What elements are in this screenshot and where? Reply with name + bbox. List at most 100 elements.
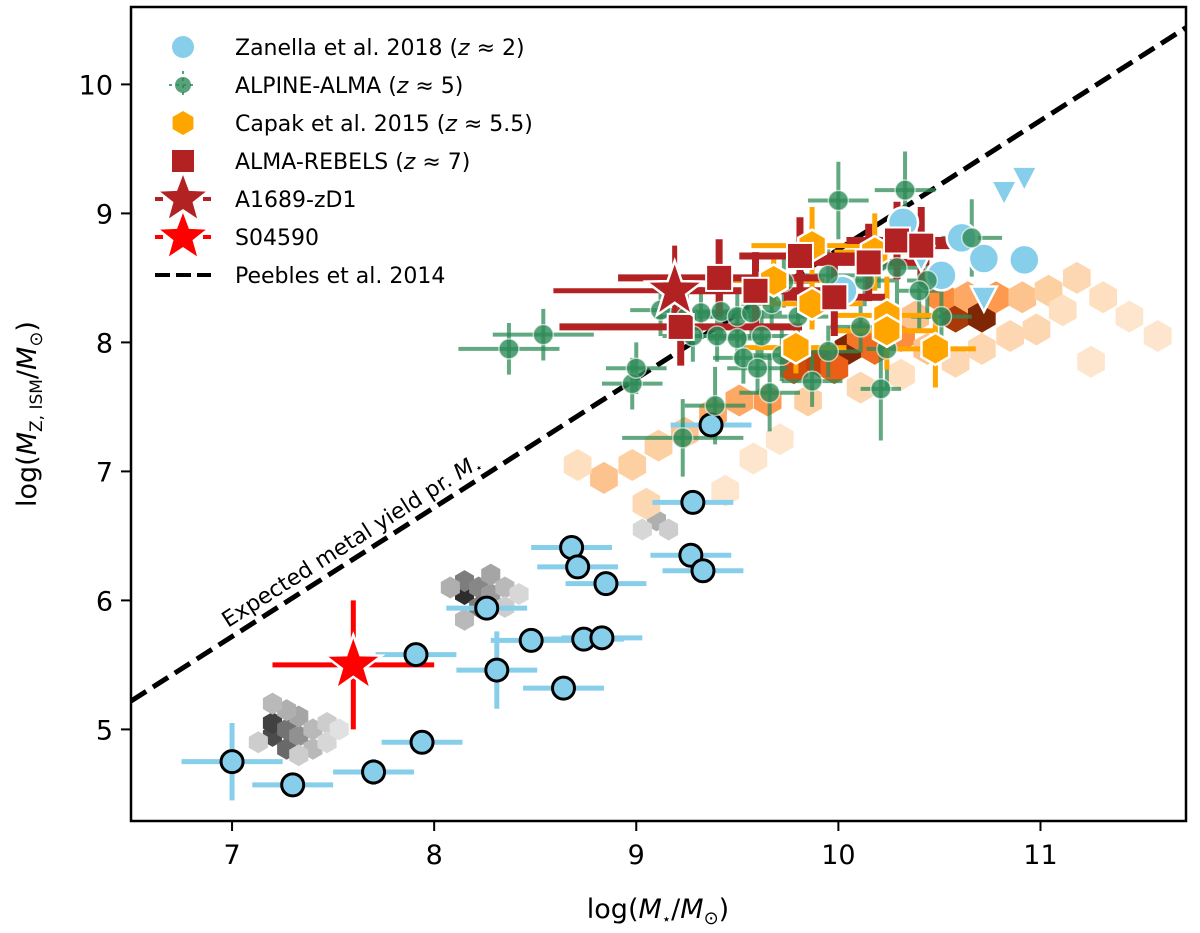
data-point-local-low-z-galaxies-black-edged: [280, 772, 306, 798]
data-point-alpine-alma-z-5: [817, 264, 840, 287]
data-point-local-low-z-galaxies-black-edged: [690, 558, 716, 584]
data-point-local-low-z-galaxies-black-edged: [409, 729, 435, 755]
hexbin-orange: [1115, 300, 1144, 333]
legend-label: A1689-zD1: [235, 188, 356, 213]
data-point-alpine-alma-z-5: [706, 325, 728, 347]
y-tick-label: 9: [96, 199, 113, 230]
hexbin-orange: [644, 429, 673, 462]
hexbin-grey: [317, 731, 337, 754]
hexbin-grey: [509, 583, 529, 605]
data-point-alpine-alma-z-5: [894, 179, 916, 201]
data-point-alpine-alma-z-5: [758, 381, 781, 404]
x-tick-label: 9: [628, 840, 645, 871]
legend-star-icon: [160, 213, 206, 257]
data-point-local-low-z-galaxies-black-edged: [403, 642, 429, 668]
hexbin-grey: [659, 518, 679, 541]
legend-entry: Peebles et al. 2014: [155, 264, 445, 289]
data-point-alma-rebels-z-7: [854, 248, 883, 277]
data-point-alma-rebels-z-7: [907, 231, 936, 260]
legend-star-icon: [160, 175, 206, 219]
data-point-capak-et-al-2015-z-5-5: [920, 331, 951, 367]
data-point-alma-rebels-z-7: [705, 263, 734, 292]
data-point-local-low-z-galaxies-black-edged: [219, 749, 245, 775]
hexbin-orange: [1063, 261, 1091, 294]
legend-entry: S04590: [155, 213, 319, 257]
data-point-local-low-z-galaxies-black-edged: [589, 625, 615, 651]
y-axis-label: log(MZ, ISM/M⊙): [12, 321, 47, 507]
upper-limit-zanella-et-al-2018-z-2: [968, 285, 999, 315]
x-axis-label: log(M⋆/M⊙): [587, 894, 729, 929]
hexbin-grey: [248, 731, 268, 754]
plot-frame: [129, 5, 1188, 823]
hexbin-orange: [1048, 294, 1077, 327]
data-point-alpine-alma-z-5: [726, 327, 749, 350]
hexbin-orange: [725, 384, 754, 417]
legend-square-icon: [172, 150, 194, 172]
data-point-s04590: [321, 631, 386, 693]
hexbin-orange: [632, 487, 661, 520]
legend-entry: ALMA-REBELS (z ≈ 7): [172, 150, 470, 175]
legend-circle-icon: [175, 77, 191, 93]
hexbin-grey: [440, 576, 460, 599]
data-point-capak-et-al-2015-z-5-5: [871, 313, 902, 349]
data-point-alpine-alma-z-5: [827, 189, 850, 212]
legend-label: ALPINE-ALMA (z ≈ 5): [235, 74, 463, 99]
data-point-alpine-alma-z-5: [625, 357, 648, 379]
hexbin-grey: [262, 692, 282, 715]
data-point-alma-rebels-z-7: [666, 312, 695, 341]
hexbin-orange: [739, 442, 768, 475]
data-point-local-low-z-galaxies-black-edged: [474, 595, 500, 621]
data-point-local-low-z-galaxies-black-edged: [680, 489, 706, 515]
legend-label: Capak et al. 2015 (z ≈ 5.5): [235, 112, 533, 137]
hexbin-orange: [618, 449, 647, 481]
data-point-alma-rebels-z-7: [882, 226, 911, 255]
legend-label: S04590: [235, 226, 319, 251]
y-tick-label: 6: [96, 586, 113, 617]
data-point-alpine-alma-z-5: [704, 394, 726, 417]
upper-limit-zanella-et-al-2018-z-2: [1009, 165, 1040, 195]
data-point-local-low-z-galaxies-black-edged: [565, 554, 591, 580]
hexbin-orange: [1008, 281, 1037, 314]
x-tick-label: 8: [426, 840, 443, 871]
data-point-alpine-alma-z-5: [849, 316, 872, 338]
hexbin-grey: [455, 608, 474, 631]
data-point-alpine-alma-z-5: [801, 370, 823, 392]
hexbin-orange: [887, 358, 915, 391]
data-point-alpine-alma-z-5: [746, 357, 769, 379]
hexbin-grey: [481, 563, 501, 586]
hexbin-grey: [632, 518, 652, 541]
data-point-alpine-alma-z-5: [672, 427, 694, 449]
legend: Zanella et al. 2018 (z ≈ 2) ALPINE-ALMA (…: [155, 36, 533, 289]
tick-layer: 7 8 9 10 11 5 6 7 8 9 10: [79, 70, 1058, 871]
y-tick-label: 7: [96, 457, 113, 488]
x-tick-label: 7: [223, 840, 240, 871]
data-point-alma-rebels-z-7: [785, 241, 814, 270]
hexbin-orange: [765, 423, 794, 456]
legend-label: Zanella et al. 2018 (z ≈ 2): [235, 36, 525, 61]
data-point-local-low-z-galaxies-black-edged: [484, 657, 510, 683]
hexbin-orange: [968, 332, 996, 365]
data-point-alpine-alma-z-5: [740, 301, 763, 324]
hexbin-orange: [996, 320, 1024, 352]
hexbin-orange: [1089, 281, 1117, 314]
data-point-zanella-et-al-2018-z-2: [1008, 243, 1041, 277]
data-point-alpine-alma-z-5: [817, 340, 840, 363]
legend-label: ALMA-REBELS (z ≈ 7): [235, 150, 470, 175]
legend-entry: Capak et al. 2015 (z ≈ 5.5): [172, 111, 533, 137]
data-point-alpine-alma-z-5: [498, 338, 520, 360]
y-tick-label: 5: [96, 715, 113, 746]
legend-entry: A1689-zD1: [155, 175, 356, 219]
data-point-local-low-z-galaxies-black-edged: [698, 412, 724, 438]
y-tick-label: 8: [96, 328, 113, 359]
legend-label: Peebles et al. 2014: [235, 264, 445, 289]
x-tick-label: 10: [821, 840, 855, 871]
x-tick-label: 11: [1023, 840, 1057, 871]
data-point-alpine-alma-z-5: [750, 325, 773, 347]
hexbin-orange: [563, 449, 592, 481]
y-tick-label: 10: [79, 70, 113, 101]
hexbin-orange: [794, 384, 822, 417]
legend-entry: Zanella et al. 2018 (z ≈ 2): [172, 36, 525, 61]
data-point-alma-rebels-z-7: [741, 276, 770, 305]
hexbin-orange: [1022, 313, 1051, 346]
